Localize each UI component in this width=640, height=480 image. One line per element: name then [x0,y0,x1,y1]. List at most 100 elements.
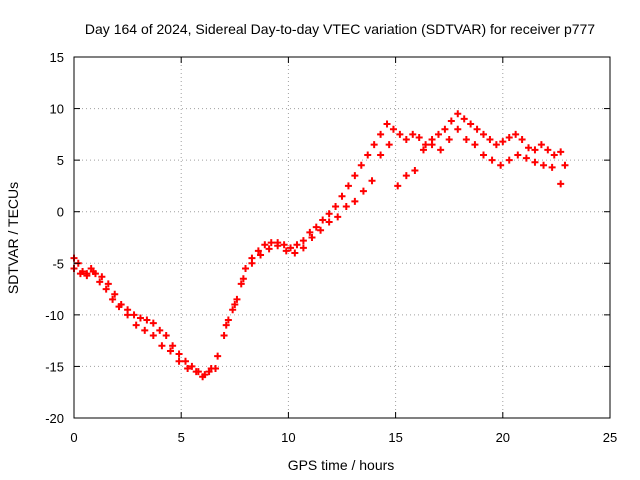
data-point [454,110,462,118]
data-point [184,364,192,372]
data-point [480,130,488,138]
data-point [89,268,97,276]
data-point [338,192,346,200]
data-point [130,311,138,319]
data-point [181,357,189,365]
data-point [192,368,200,376]
data-point [402,136,410,144]
data-point [419,146,427,154]
x-axis-label: GPS time / hours [288,457,395,473]
data-point [224,316,232,324]
data-point [317,226,325,234]
y-tick-label: 0 [57,205,64,220]
data-point [102,285,110,293]
data-point [454,125,462,133]
data-point [447,117,455,125]
data-point [308,234,316,241]
y-tick-label: 10 [50,102,64,117]
data-point [471,141,479,149]
data-point [434,130,442,138]
data-point [462,136,470,144]
x-tick-label: 10 [281,430,295,445]
data-point [109,295,117,303]
data-point [411,166,419,174]
data-point [104,280,112,288]
data-point [522,154,530,162]
data-point [334,213,342,221]
data-point [306,228,314,236]
data-point [158,342,166,350]
data-point [383,120,391,128]
data-point [98,273,106,281]
data-point [364,151,372,159]
data-point [231,301,239,309]
data-point [132,321,140,329]
data-point [488,156,496,164]
data-point [267,239,275,247]
data-point [188,362,196,370]
data-point [473,125,481,133]
data-point [299,244,307,252]
data-point [480,151,488,159]
data-point [377,130,385,138]
data-point [312,223,320,231]
data-point [237,280,245,288]
data-point [505,133,513,141]
data-point [162,331,170,339]
data-point [169,342,177,350]
grid-lines [74,57,610,418]
data-point [385,141,393,149]
y-tick-label: 5 [57,153,64,168]
data-point [368,177,376,185]
data-point [389,125,397,133]
data-point [222,321,230,329]
data-point [254,247,262,255]
y-tick-label: -10 [45,308,64,323]
data-point [537,141,545,149]
data-point [492,141,500,149]
data-point [561,161,569,169]
data-point [149,331,157,339]
data-points [70,110,569,381]
data-point [293,241,301,249]
data-point [166,347,174,355]
plot-frame [73,56,611,419]
axis-ticks: 0 5 10 15 20 25 15 10 5 0 -5 -10 -15 -20 [45,50,617,445]
data-point [261,241,269,249]
data-point [531,158,539,166]
data-point [409,130,417,138]
data-point [540,161,548,169]
data-point [143,316,151,324]
data-point [239,275,247,283]
data-point [514,151,522,159]
data-point [299,237,307,245]
data-point [437,146,445,154]
data-point [149,319,157,327]
data-point [233,295,241,303]
data-point [96,278,104,286]
data-point [175,357,183,365]
data-point [325,210,333,218]
chart-title: Day 164 of 2024, Sidereal Day-to-day VTE… [85,21,595,37]
data-point [377,151,385,159]
data-point [548,163,556,171]
data-point [415,133,423,141]
data-point [242,264,250,272]
data-point [287,244,295,252]
data-point [499,138,507,146]
data-point [557,148,565,156]
data-point [265,245,273,253]
data-point [115,303,123,311]
y-tick-label: 15 [50,50,64,65]
x-tick-label: 20 [496,430,510,445]
data-point [370,141,378,149]
data-point [359,187,367,195]
data-point [422,141,430,149]
data-point [428,141,436,149]
data-point [220,331,228,339]
data-point [332,203,340,211]
data-point [280,241,288,249]
data-point [141,326,149,334]
data-point [291,249,299,257]
